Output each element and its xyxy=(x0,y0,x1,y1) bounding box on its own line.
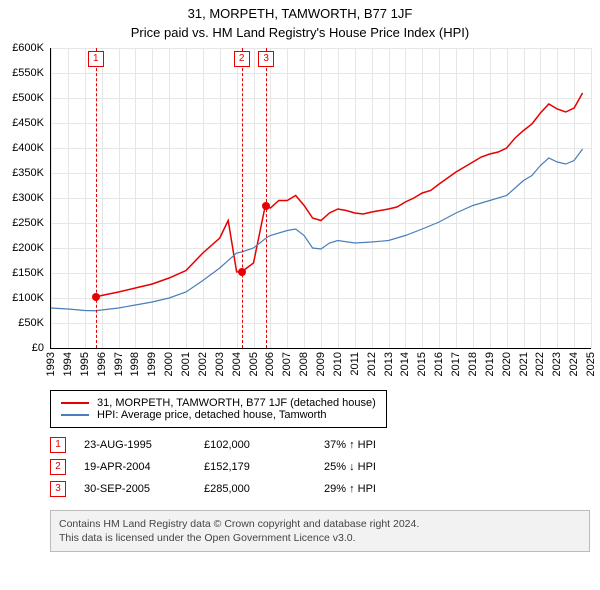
sale-delta: 37% ↑ HPI xyxy=(324,439,376,451)
y-axis-label: £0 xyxy=(4,342,44,354)
sale-marker-number: 2 xyxy=(234,51,250,67)
y-axis-label: £50K xyxy=(4,317,44,329)
x-axis-label: 2008 xyxy=(298,352,310,376)
sale-marker-box: 1 xyxy=(50,437,66,453)
chart-title-address: 31, MORPETH, TAMWORTH, B77 1JF xyxy=(0,6,600,21)
sale-price: £102,000 xyxy=(204,439,324,451)
y-axis-label: £150K xyxy=(4,267,44,279)
legend-label: HPI: Average price, detached house, Tamw… xyxy=(97,409,327,421)
x-axis-label: 2010 xyxy=(332,352,344,376)
sale-marker-number: 3 xyxy=(258,51,274,67)
table-row: 3 30-SEP-2005 £285,000 29% ↑ HPI xyxy=(50,478,376,500)
sale-date: 19-APR-2004 xyxy=(84,461,204,473)
x-axis-label: 1999 xyxy=(146,352,158,376)
x-axis-label: 2025 xyxy=(585,352,597,376)
sale-price: £285,000 xyxy=(204,483,324,495)
x-axis-label: 1993 xyxy=(45,352,57,376)
legend-swatch xyxy=(61,414,89,416)
y-axis-label: £450K xyxy=(4,117,44,129)
series-line-hpi xyxy=(51,149,583,311)
x-axis-label: 2004 xyxy=(231,352,243,376)
x-axis-label: 2024 xyxy=(568,352,580,376)
sale-delta: 25% ↓ HPI xyxy=(324,461,376,473)
x-axis-label: 2000 xyxy=(163,352,175,376)
sale-marker-number: 1 xyxy=(88,51,104,67)
sale-marker-dot xyxy=(262,202,270,210)
legend-label: 31, MORPETH, TAMWORTH, B77 1JF (detached… xyxy=(97,397,376,409)
y-axis-label: £400K xyxy=(4,142,44,154)
x-axis-label: 2012 xyxy=(366,352,378,376)
x-axis-label: 2011 xyxy=(349,352,361,376)
x-axis-label: 2002 xyxy=(197,352,209,376)
legend-item: HPI: Average price, detached house, Tamw… xyxy=(61,409,376,421)
x-axis-label: 2016 xyxy=(433,352,445,376)
x-axis-label: 2003 xyxy=(214,352,226,376)
x-axis-label: 2014 xyxy=(399,352,411,376)
attribution-line: Contains HM Land Registry data © Crown c… xyxy=(59,517,581,531)
x-axis-label: 2001 xyxy=(180,352,192,376)
y-axis-label: £300K xyxy=(4,192,44,204)
x-axis-label: 2013 xyxy=(383,352,395,376)
y-axis-label: £550K xyxy=(4,67,44,79)
sale-date: 30-SEP-2005 xyxy=(84,483,204,495)
y-axis-label: £500K xyxy=(4,92,44,104)
sale-date: 23-AUG-1995 xyxy=(84,439,204,451)
x-axis-label: 2006 xyxy=(264,352,276,376)
x-axis-label: 2019 xyxy=(484,352,496,376)
table-row: 2 19-APR-2004 £152,179 25% ↓ HPI xyxy=(50,456,376,478)
chart-area: 1 23 £0 £50K £100K £150K £200K £250K £300K £350K… xyxy=(0,48,600,378)
plot-region: 1 23 xyxy=(50,48,591,349)
sales-table: 1 23-AUG-1995 £102,000 37% ↑ HPI 2 19-AP… xyxy=(50,434,376,500)
legend-swatch xyxy=(61,402,89,404)
sale-marker-line xyxy=(242,48,243,348)
chart-title-subtitle: Price paid vs. HM Land Registry's House … xyxy=(0,25,600,40)
x-axis-label: 2015 xyxy=(416,352,428,376)
attribution-box: Contains HM Land Registry data © Crown c… xyxy=(50,510,590,552)
x-axis-label: 1998 xyxy=(129,352,141,376)
series-line-property xyxy=(96,93,583,297)
y-axis-label: £600K xyxy=(4,42,44,54)
x-axis-label: 2017 xyxy=(450,352,462,376)
x-axis-label: 2018 xyxy=(467,352,479,376)
x-axis-label: 2023 xyxy=(551,352,563,376)
x-axis-label: 2022 xyxy=(534,352,546,376)
x-axis-label: 1996 xyxy=(96,352,108,376)
x-axis-label: 1997 xyxy=(113,352,125,376)
y-axis-label: £200K xyxy=(4,242,44,254)
sale-price: £152,179 xyxy=(204,461,324,473)
x-axis-label: 2021 xyxy=(518,352,530,376)
x-axis-label: 2007 xyxy=(281,352,293,376)
table-row: 1 23-AUG-1995 £102,000 37% ↑ HPI xyxy=(50,434,376,456)
y-axis-label: £350K xyxy=(4,167,44,179)
x-axis-label: 1994 xyxy=(62,352,74,376)
sale-marker-box: 2 xyxy=(50,459,66,475)
chart-title-block: 31, MORPETH, TAMWORTH, B77 1JF Price pai… xyxy=(0,0,600,40)
sale-marker-line xyxy=(96,48,97,348)
x-axis-label: 2020 xyxy=(501,352,513,376)
sale-marker-line xyxy=(266,48,267,348)
y-axis-label: £100K xyxy=(4,292,44,304)
sale-delta: 29% ↑ HPI xyxy=(324,483,376,495)
y-axis-label: £250K xyxy=(4,217,44,229)
x-axis-label: 2009 xyxy=(315,352,327,376)
attribution-line: This data is licensed under the Open Gov… xyxy=(59,531,581,545)
x-axis-label: 2005 xyxy=(248,352,260,376)
legend-item: 31, MORPETH, TAMWORTH, B77 1JF (detached… xyxy=(61,397,376,409)
sale-marker-dot xyxy=(238,268,246,276)
x-axis-label: 1995 xyxy=(79,352,91,376)
sale-marker-dot xyxy=(92,293,100,301)
sale-marker-box: 3 xyxy=(50,481,66,497)
legend: 31, MORPETH, TAMWORTH, B77 1JF (detached… xyxy=(50,390,387,428)
